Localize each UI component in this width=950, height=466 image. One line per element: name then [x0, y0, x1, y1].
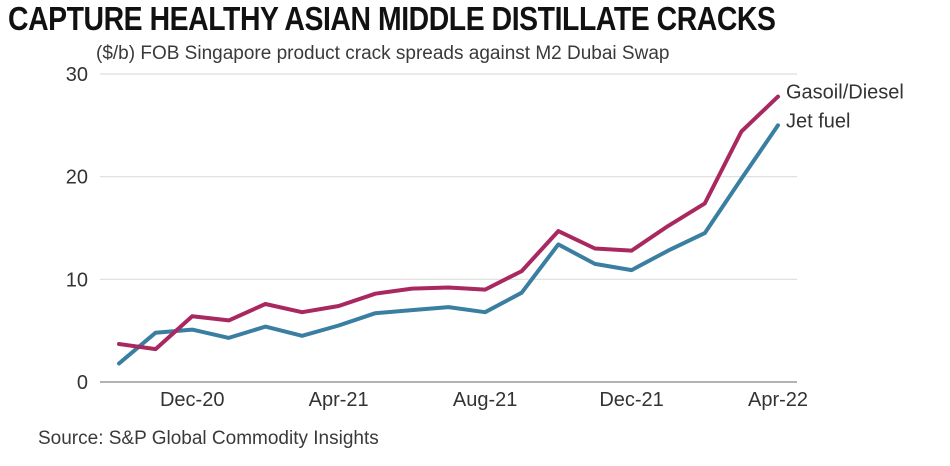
- x-tick-label: Aug-21: [453, 389, 518, 411]
- y-tick-label: 0: [77, 372, 88, 394]
- x-tick-label: Apr-22: [748, 389, 808, 411]
- x-tick-label: Apr-21: [309, 389, 369, 411]
- chart-source: Source: S&P Global Commodity Insights: [38, 428, 379, 449]
- series-line-jet-fuel: [117, 123, 780, 366]
- y-tick-label: 10: [66, 269, 88, 291]
- chart-title: CAPTURE HEALTHY ASIAN MIDDLE DISTILLATE …: [8, 0, 776, 37]
- y-tick-label: 20: [66, 167, 88, 189]
- x-tick-label: Dec-20: [160, 389, 224, 411]
- series-label: Gasoil/Diesel: [786, 82, 904, 104]
- chart-subtitle: ($/b) FOB Singapore product crack spread…: [96, 43, 670, 64]
- x-tick-label: Dec-21: [599, 389, 663, 411]
- y-tick-label: 30: [66, 64, 88, 86]
- series-line-gasoil-diesel: [117, 94, 780, 352]
- series-label: Jet fuel: [786, 110, 850, 132]
